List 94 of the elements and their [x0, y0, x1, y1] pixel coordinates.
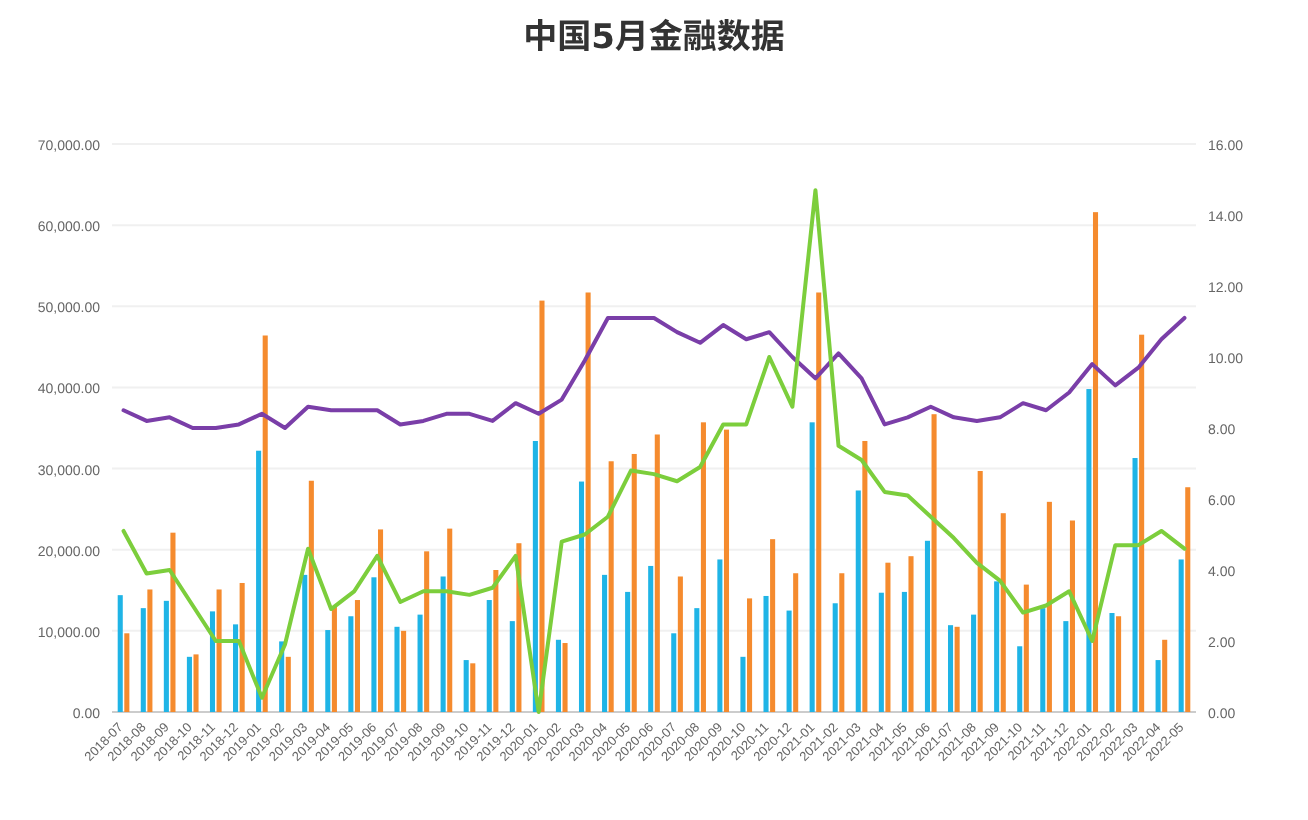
bar: [786, 610, 792, 712]
bar: [1185, 487, 1191, 712]
bar: [1046, 501, 1052, 712]
bar: [901, 591, 907, 712]
bar: [1139, 334, 1145, 712]
bar: [740, 656, 746, 712]
bar: [977, 471, 983, 712]
bar: [117, 595, 123, 712]
bar: [578, 481, 585, 712]
bar: [147, 589, 153, 712]
bar: [216, 589, 222, 712]
bar: [839, 573, 845, 712]
bar: [209, 611, 216, 712]
bar: [256, 450, 262, 712]
bar: [1040, 608, 1046, 712]
bar: [302, 574, 308, 712]
bar: [1116, 616, 1122, 712]
bar: [1086, 389, 1092, 712]
bar: [233, 624, 239, 712]
bar: [325, 630, 331, 712]
bar: [186, 656, 192, 712]
bar: [493, 570, 499, 712]
bar: [417, 614, 423, 712]
bar: [163, 600, 169, 712]
bar: [124, 633, 130, 712]
bar: [239, 582, 245, 712]
bar: [440, 576, 446, 712]
bar: [1132, 458, 1138, 712]
bar: [878, 592, 884, 712]
bar: [954, 626, 960, 712]
bar: [447, 528, 453, 712]
bar: [631, 453, 637, 712]
line-series: [121, 315, 1187, 430]
bar: [1063, 621, 1069, 712]
bar: [1109, 613, 1115, 712]
bar: [723, 429, 730, 712]
bar: [971, 614, 977, 712]
bar: [562, 643, 568, 712]
bar: [654, 434, 660, 712]
bar: [832, 603, 838, 712]
bar: [585, 292, 591, 712]
bar: [486, 600, 492, 712]
bar: [371, 577, 377, 712]
bar: [602, 574, 608, 712]
bar: [648, 565, 654, 712]
bar: [463, 660, 469, 712]
bar: [1000, 513, 1006, 712]
bar: [348, 616, 354, 712]
bar: [262, 335, 268, 712]
bar: [885, 562, 891, 712]
bar: [1162, 639, 1168, 712]
bar: [555, 639, 561, 712]
bar: [378, 529, 384, 712]
bar: [947, 625, 954, 712]
bar: [470, 663, 476, 712]
bar: [855, 490, 861, 712]
bar: [862, 440, 868, 712]
bar: [908, 556, 914, 712]
bar: [793, 573, 799, 712]
bar: [331, 606, 337, 712]
bar: [1069, 520, 1075, 712]
bar: [694, 608, 700, 712]
bar: [170, 532, 176, 712]
bar: [424, 551, 430, 712]
bar: [1017, 646, 1023, 712]
bar: [816, 292, 822, 712]
bar: [394, 626, 400, 712]
bar: [140, 608, 146, 712]
bar: [608, 461, 614, 712]
line-series: [121, 188, 1187, 714]
bar: [308, 480, 314, 712]
bar: [509, 621, 515, 712]
bar: [1023, 584, 1029, 712]
bar: [1155, 660, 1161, 712]
bar: [994, 581, 1000, 712]
bar: [1178, 559, 1184, 712]
bar: [809, 422, 815, 712]
bar: [625, 591, 631, 712]
bar: [770, 539, 776, 712]
bar: [700, 422, 706, 712]
bar: [539, 300, 545, 712]
bar: [747, 598, 753, 712]
bar: [931, 414, 937, 712]
bar: [717, 559, 723, 712]
bar: [193, 654, 199, 712]
bar: [354, 600, 361, 712]
bar: [677, 576, 683, 712]
bar: [924, 540, 930, 712]
bar: [671, 633, 677, 712]
bar: [763, 595, 769, 712]
bar: [401, 630, 407, 712]
chart-title: 中国5月金融数据: [523, 18, 785, 58]
bar: [1092, 212, 1099, 712]
bar: [285, 656, 291, 712]
